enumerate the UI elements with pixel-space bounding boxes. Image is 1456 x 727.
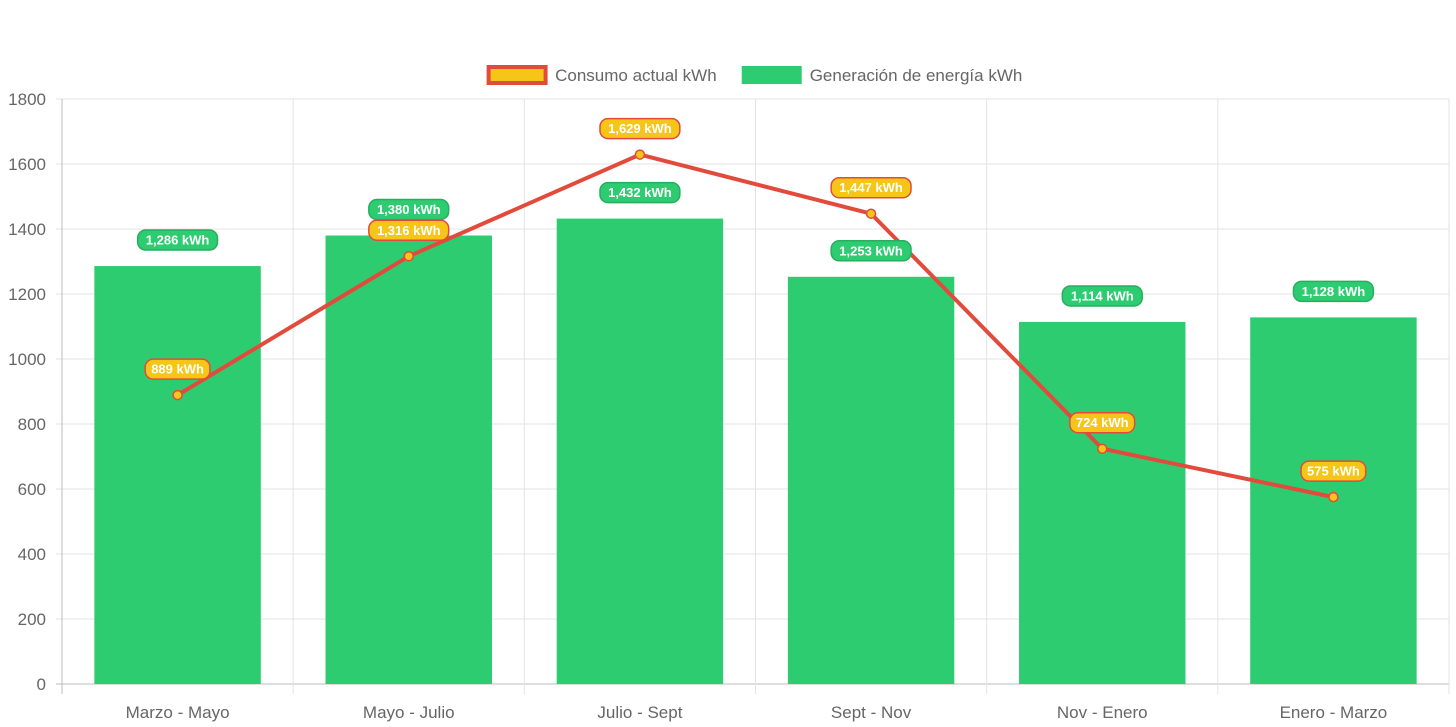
data-label: 889 kWh <box>144 358 211 380</box>
data-label: 1,316 kWh <box>368 219 450 242</box>
line-point[interactable] <box>634 149 646 160</box>
legend-item[interactable]: Consumo actual kWh <box>486 65 717 85</box>
data-label: 1,432 kWh <box>599 181 681 204</box>
line-point[interactable] <box>403 251 414 262</box>
data-label: 1,128 kWh <box>1292 280 1375 303</box>
data-labels: 1,286 kWh 1,380 kWh 1,432 kWh 1,253 kWh 1,11… <box>136 117 1375 482</box>
y-tick-label: 800 <box>18 415 46 434</box>
data-label: 1,629 kWh <box>599 117 681 140</box>
line-point[interactable] <box>865 208 877 219</box>
data-label-background <box>136 229 219 251</box>
legend-item[interactable]: Generación de energía kWh <box>741 66 1023 85</box>
data-label-background <box>144 358 211 380</box>
data-label-text: 1,286 kWh <box>146 233 210 248</box>
line-point[interactable] <box>1328 491 1339 503</box>
legend-label: Generación de energía kWh <box>810 66 1023 85</box>
x-tick-label: Mayo - Julio <box>363 703 455 722</box>
data-label: 724 kWh <box>1069 411 1136 434</box>
data-label-text: 575 kWh <box>1307 464 1360 479</box>
y-tick-label: 0 <box>37 675 46 694</box>
data-label: 575 kWh <box>1300 460 1367 482</box>
x-tick-label: Enero - Marzo <box>1280 703 1388 722</box>
x-tick-label: Julio - Sept <box>597 703 682 722</box>
data-label: 1,447 kWh <box>830 176 912 199</box>
data-label-background <box>1061 285 1143 307</box>
data-label: 1,380 kWh <box>368 198 450 221</box>
y-tick-label: 1400 <box>8 220 46 239</box>
data-label-background <box>599 181 681 204</box>
data-label-background <box>1292 280 1375 303</box>
data-label-text: 1,114 kWh <box>1071 288 1134 303</box>
bar[interactable] <box>1019 321 1186 684</box>
data-label-background <box>830 240 912 262</box>
y-tick-label: 1000 <box>8 350 46 369</box>
data-label: 1,286 kWh <box>136 229 219 251</box>
data-label-background <box>368 198 450 221</box>
y-tick-label: 1800 <box>8 90 46 109</box>
line-series <box>175 152 1336 500</box>
data-label-text: 1,380 kWh <box>377 202 441 217</box>
legend-swatch <box>486 65 548 85</box>
bar[interactable] <box>787 276 955 684</box>
data-label: 1,114 kWh <box>1061 285 1143 307</box>
bar[interactable] <box>325 235 492 685</box>
bar[interactable] <box>556 218 724 684</box>
x-tick-label: Sept - Nov <box>831 703 912 722</box>
x-tick-label: Nov - Enero <box>1057 703 1148 722</box>
data-label-background <box>368 219 450 242</box>
data-label-text: 1,253 kWh <box>839 243 903 258</box>
legend[interactable]: Consumo actual kWh Generación de energía … <box>486 65 1023 85</box>
data-label-text: 889 kWh <box>151 362 204 377</box>
line-point[interactable] <box>172 389 183 401</box>
line-point[interactable] <box>1097 443 1108 454</box>
data-label-text: 1,447 kWh <box>839 180 903 195</box>
data-label-text: 1,128 kWh <box>1302 284 1366 299</box>
data-label-text: 1,316 kWh <box>377 223 441 238</box>
data-label-text: 1,629 kWh <box>608 121 672 136</box>
data-label-background <box>599 117 681 140</box>
bar[interactable] <box>94 266 261 684</box>
x-axis: Marzo - Mayo Mayo - Julio Julio - Sept Sept… <box>126 703 1388 722</box>
bars <box>94 218 1417 685</box>
data-label-background <box>1300 460 1367 482</box>
data-label-text: 724 kWh <box>1076 415 1129 430</box>
line-layer <box>172 149 1339 503</box>
gridlines <box>56 98 1450 694</box>
y-axis: 0 200 400 600 800 1000 1200 1400 1600 1800 <box>8 90 46 694</box>
x-tick-label: Marzo - Mayo <box>126 703 230 722</box>
data-label-text: 1,432 kWh <box>608 185 672 200</box>
data-label-background <box>830 176 912 199</box>
legend-label: Consumo actual kWh <box>555 66 717 85</box>
data-label: 1,253 kWh <box>830 240 912 262</box>
y-tick-label: 1600 <box>8 155 46 174</box>
y-tick-label: 1200 <box>8 285 46 304</box>
y-tick-label: 200 <box>18 610 46 629</box>
legend-swatch <box>741 66 802 84</box>
y-tick-label: 400 <box>18 545 46 564</box>
data-label-background <box>1069 411 1136 434</box>
y-tick-label: 600 <box>18 480 46 499</box>
